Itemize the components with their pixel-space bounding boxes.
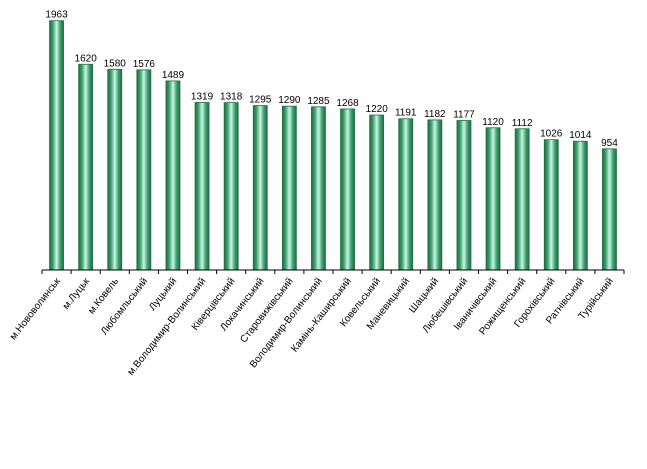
bar bbox=[369, 114, 385, 271]
value-label: 954 bbox=[601, 138, 618, 149]
bar bbox=[572, 140, 588, 271]
category-label: Старовижівський bbox=[238, 276, 295, 345]
bar bbox=[136, 69, 152, 271]
bar bbox=[340, 108, 355, 271]
value-label: 1620 bbox=[75, 53, 98, 64]
category-label: м.Нововолинськ bbox=[8, 276, 63, 343]
value-label: 1290 bbox=[278, 95, 301, 106]
value-label: 1026 bbox=[540, 129, 563, 140]
bar bbox=[165, 80, 181, 271]
value-labels-group: 1963 1620 1580 1576 1489 1319 1318 1295 1290 1285… bbox=[45, 10, 618, 149]
value-label: 1112 bbox=[512, 118, 533, 129]
value-label: 1963 bbox=[45, 10, 68, 21]
bar bbox=[398, 118, 414, 271]
bar bbox=[602, 148, 617, 271]
bar bbox=[223, 102, 239, 271]
bar bbox=[194, 102, 210, 271]
value-label: 1191 bbox=[395, 108, 417, 119]
value-label: 1220 bbox=[366, 104, 389, 115]
value-label: 1319 bbox=[191, 91, 214, 102]
value-label: 1182 bbox=[424, 109, 446, 120]
value-label: 1120 bbox=[482, 117, 504, 128]
bar bbox=[485, 127, 501, 271]
value-label: 1489 bbox=[162, 70, 185, 81]
bar bbox=[543, 139, 559, 271]
bar bbox=[252, 105, 268, 271]
x-ticks-group bbox=[41, 270, 625, 274]
bars-group bbox=[49, 20, 617, 271]
value-label: 1576 bbox=[133, 59, 156, 70]
category-labels-group: м.Нововолинськм.Луцькм.КовельЛюбомльськи… bbox=[8, 275, 616, 377]
bar bbox=[427, 119, 443, 271]
bar bbox=[456, 120, 472, 271]
value-label: 1285 bbox=[307, 96, 330, 107]
value-label: 1014 bbox=[569, 130, 592, 141]
value-label: 1268 bbox=[336, 98, 359, 109]
value-label: 1295 bbox=[249, 95, 272, 106]
bar bbox=[78, 63, 94, 271]
value-label: 1177 bbox=[453, 110, 475, 121]
bar bbox=[311, 106, 326, 271]
value-label: 1318 bbox=[220, 92, 243, 103]
value-label: 1580 bbox=[104, 58, 127, 69]
bar bbox=[49, 20, 64, 271]
bar bbox=[107, 68, 123, 271]
bar bbox=[514, 128, 530, 271]
bar bbox=[281, 105, 297, 271]
